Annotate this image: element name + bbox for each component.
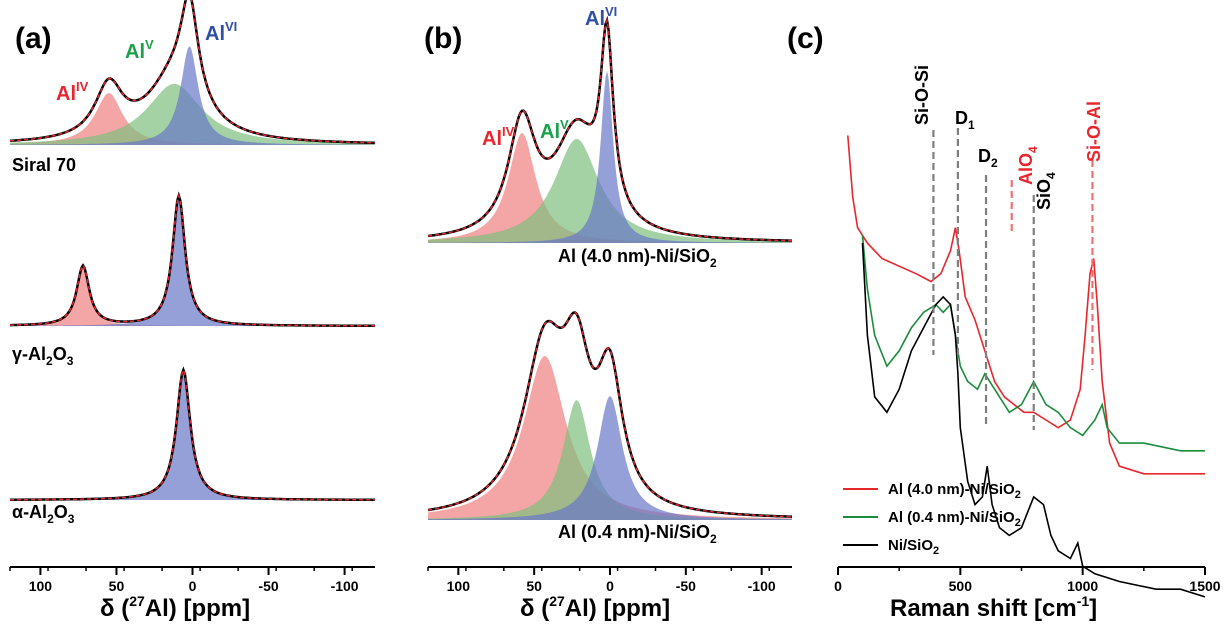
- panel-c-legend: Al (4.0 nm)-Ni/SiO2 Al (0.4 nm)-Ni/SiO2 …: [843, 481, 1021, 557]
- panel-c-xlabel: Raman shift [cm-1]: [890, 593, 1097, 622]
- panel-a-alv-label: AlV: [125, 37, 154, 63]
- panel-c-tick-label: 1000: [1067, 578, 1098, 594]
- raman-d2-label: D2: [978, 146, 998, 170]
- legend-label-al4nm: Al (4.0 nm)-Ni/SiO2: [888, 481, 1021, 501]
- panel-b-tick-label: 50: [526, 578, 542, 594]
- panel-c-plot: 0 500 1000 1500: [834, 128, 1221, 597]
- sample-alpha-al2o3: α-Al2O3: [12, 502, 75, 526]
- panel-c-tick-label: 1500: [1189, 578, 1220, 594]
- raman-si-o-si-label-h: Si-O-Si: [912, 65, 932, 125]
- panel-b-tick-label: -50: [676, 578, 696, 594]
- panel-a-tick-label: -50: [258, 578, 278, 594]
- panel-a-aliv-label: AlIV: [56, 79, 89, 105]
- raman-sio4-label: SiO4: [1034, 172, 1058, 210]
- sample-siral-70: Siral 70: [12, 155, 76, 175]
- panel-a-tick-label: 50: [109, 578, 125, 594]
- panel-c-label: (c): [787, 22, 824, 55]
- panel-b-alvi-label: AlVI: [585, 4, 617, 30]
- panel-a-component-alvi: [10, 196, 375, 326]
- panel-a-tick-label: 100: [29, 578, 53, 594]
- sample-al-04nm: Al (0.4 nm)-Ni/SiO2: [558, 522, 717, 546]
- panel-c-tick-label: 0: [834, 578, 842, 594]
- panel-a-label: (a): [15, 22, 52, 55]
- panel-b-alv-label: AlV: [540, 117, 569, 143]
- panel-b-tick-label: -100: [748, 578, 776, 594]
- sample-gamma-al2o3: γ-Al2O3: [12, 344, 74, 368]
- panel-b-aliv-label: AlIV: [482, 124, 515, 150]
- panel-a-xlabel: δ (27Al) [ppm]: [100, 593, 250, 622]
- panel-c-series-0: [848, 135, 1205, 473]
- sample-al-4nm: Al (4.0 nm)-Ni/SiO2: [558, 246, 717, 270]
- panel-b-tick-label: 100: [447, 578, 471, 594]
- raman-si-o-al-label: Si-O-Al: [1084, 101, 1104, 162]
- panel-b-plot: 100 50 0 -50 -100: [428, 20, 792, 594]
- panel-a-tick-label: 0: [189, 578, 197, 594]
- legend-label-al04nm: Al (0.4 nm)-Ni/SiO2: [888, 509, 1021, 529]
- panel-b-label: (b): [424, 22, 462, 55]
- panel-b-xlabel: δ (27Al) [ppm]: [520, 593, 670, 622]
- panel-a-tick-label: -100: [331, 578, 359, 594]
- panel-c-tick-label: 500: [949, 578, 973, 594]
- panel-a-alvi-label: AlVI: [205, 19, 237, 45]
- panel-b-tick-label: 0: [606, 578, 614, 594]
- legend-label-nisio2: Ni/SiO2: [888, 537, 939, 557]
